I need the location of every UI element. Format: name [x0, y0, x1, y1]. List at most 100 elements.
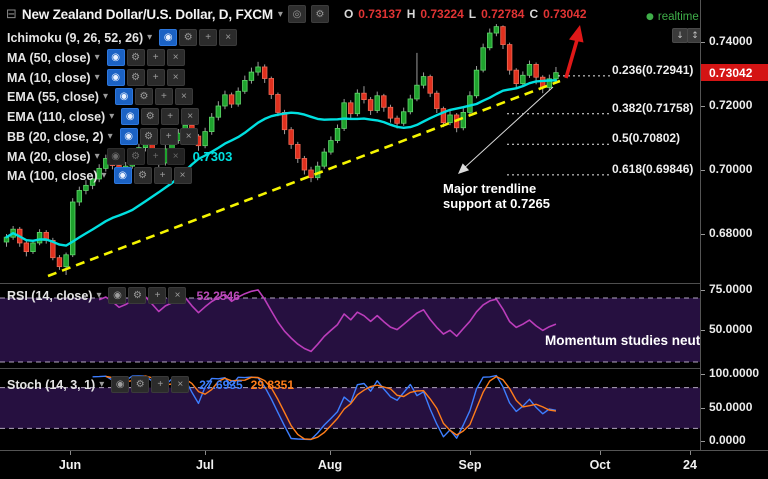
time-axis[interactable]: Jun Jul Aug Sep Oct 24: [0, 450, 768, 479]
trendline-annotation[interactable]: Major trendline support at 0.7265: [443, 181, 550, 211]
chart-settings-button[interactable]: ⚙: [310, 5, 329, 23]
indicator-row-ichimoku: Ichimoku (9, 26, 52, 26) ▾ ◉ ⚙ + ×: [7, 29, 238, 46]
gear-icon[interactable]: ⚙: [179, 29, 198, 46]
axis-tick: [600, 451, 601, 455]
add-icon[interactable]: +: [151, 376, 170, 393]
chevron-down-icon[interactable]: ▾: [277, 8, 283, 20]
axis-tick: [701, 408, 705, 409]
compare-button[interactable]: ◎: [287, 5, 306, 23]
visibility-eye-icon[interactable]: ◉: [106, 49, 125, 66]
indicator-label[interactable]: MA (100, close): [7, 168, 98, 183]
chevron-down-icon[interactable]: ▾: [102, 91, 108, 102]
visibility-eye-icon[interactable]: ◉: [106, 148, 125, 165]
gear-icon[interactable]: ⚙: [139, 128, 158, 145]
chevron-down-icon[interactable]: ▾: [94, 72, 100, 83]
add-icon[interactable]: +: [161, 108, 180, 125]
close-icon[interactable]: ×: [166, 148, 185, 165]
visibility-eye-icon[interactable]: ◉: [119, 128, 138, 145]
add-icon[interactable]: +: [153, 167, 172, 184]
visibility-eye-icon[interactable]: ◉: [113, 167, 132, 184]
price-tick-label: 0.72000: [709, 98, 753, 112]
momentum-annotation[interactable]: Momentum studies neutral: [545, 333, 717, 348]
ohlc-readout: O 0.73137 H 0.73224 L 0.72784 C 0.73042: [344, 7, 587, 21]
axis-tick: [701, 441, 705, 442]
rsi-tick-label: 50.0000: [709, 322, 753, 336]
close-icon[interactable]: ×: [174, 88, 193, 105]
visibility-eye-icon[interactable]: ◉: [106, 69, 125, 86]
chevron-down-icon[interactable]: ▾: [109, 111, 115, 122]
chevron-down-icon[interactable]: ▾: [99, 379, 105, 390]
indicator-row-ema55: EMA (55, close) ▾ ◉ ⚙ + ×: [7, 88, 193, 105]
scroll-down-button[interactable]: ↓: [672, 28, 688, 43]
add-icon[interactable]: +: [154, 88, 173, 105]
indicator-label[interactable]: EMA (55, close): [7, 89, 99, 104]
close-icon[interactable]: ×: [179, 128, 198, 145]
visibility-eye-icon[interactable]: ◉: [121, 108, 140, 125]
visibility-eye-icon[interactable]: ◉: [159, 29, 178, 46]
add-icon[interactable]: +: [146, 148, 165, 165]
indicator-label[interactable]: MA (20, close): [7, 149, 91, 164]
fib-label-0236[interactable]: 0.236(0.72941): [612, 63, 694, 77]
chevron-down-icon[interactable]: ▾: [147, 32, 153, 43]
axis-tick: [701, 234, 705, 235]
indicator-label[interactable]: Ichimoku (9, 26, 52, 26): [7, 30, 144, 45]
visibility-eye-icon[interactable]: ◉: [114, 88, 133, 105]
collapse-legend-icon[interactable]: ⊟: [6, 6, 17, 22]
close-icon[interactable]: ×: [181, 108, 200, 125]
close-icon[interactable]: ×: [173, 167, 192, 184]
month-label: Jun: [58, 458, 82, 472]
chart-header: ⊟ New Zealand Dollar/U.S. Dollar, D, FXC…: [6, 5, 587, 23]
add-icon[interactable]: +: [146, 69, 165, 86]
indicator-label[interactable]: EMA (110, close): [7, 109, 106, 124]
axis-tick: [701, 42, 705, 43]
gear-icon[interactable]: ⚙: [126, 69, 145, 86]
indicator-row-bb: BB (20, close, 2) ▾ ◉ ⚙ + ×: [7, 128, 198, 145]
add-icon[interactable]: +: [159, 128, 178, 145]
pane-divider[interactable]: [0, 368, 768, 369]
month-label: Jul: [195, 458, 215, 472]
add-icon[interactable]: +: [148, 287, 167, 304]
gear-icon[interactable]: ⚙: [126, 148, 145, 165]
gear-icon[interactable]: ⚙: [131, 376, 150, 393]
add-icon[interactable]: +: [146, 49, 165, 66]
visibility-eye-icon[interactable]: ◉: [111, 376, 130, 393]
indicator-label[interactable]: BB (20, close, 2): [7, 129, 104, 144]
gear-icon[interactable]: ⚙: [133, 167, 152, 184]
close-icon[interactable]: ×: [171, 376, 190, 393]
gear-icon[interactable]: ⚙: [134, 88, 153, 105]
chevron-down-icon[interactable]: ▾: [94, 52, 100, 63]
stoch-label[interactable]: Stoch (14, 3, 1): [7, 377, 96, 392]
stoch-d-value: 29.8351: [250, 377, 295, 392]
low-value: 0.72784: [481, 7, 525, 21]
chevron-down-icon[interactable]: ▾: [101, 170, 107, 181]
close-icon[interactable]: ×: [166, 69, 185, 86]
gear-icon[interactable]: ⚙: [141, 108, 160, 125]
price-tick-label: 0.68000: [709, 226, 753, 240]
indicator-label[interactable]: MA (50, close): [7, 50, 91, 65]
indicator-row-ma20: MA (20, close) ▾ ◉ ⚙ + × 0.7303: [7, 148, 232, 165]
fib-label-0382[interactable]: 0.382(0.71758): [612, 101, 694, 115]
pane-divider[interactable]: [0, 283, 768, 284]
gear-icon[interactable]: ⚙: [126, 49, 145, 66]
fib-label-0618[interactable]: 0.618(0.69846): [612, 162, 694, 176]
indicator-label[interactable]: MA (10, close): [7, 70, 91, 85]
chevron-down-icon[interactable]: ▾: [94, 151, 100, 162]
close-icon[interactable]: ×: [168, 287, 187, 304]
ma20-value: 0.7303: [192, 149, 233, 164]
close-icon[interactable]: ×: [166, 49, 185, 66]
chevron-down-icon[interactable]: ▾: [107, 131, 113, 142]
visibility-eye-icon[interactable]: ◉: [108, 287, 127, 304]
rsi-label[interactable]: RSI (14, close): [7, 288, 93, 303]
stoch-tick-label: 0.0000: [709, 433, 746, 447]
axis-tick: [330, 451, 331, 455]
gear-icon[interactable]: ⚙: [128, 287, 147, 304]
price-axis[interactable]: 0.74000 0.72000 0.70000 0.68000 0.73042 …: [700, 0, 768, 450]
add-icon[interactable]: +: [199, 29, 218, 46]
axis-tick: [701, 170, 705, 171]
close-icon[interactable]: ×: [219, 29, 238, 46]
fib-label-05[interactable]: 0.5(0.70802): [612, 131, 681, 145]
symbol-title[interactable]: New Zealand Dollar/U.S. Dollar, D, FXCM: [21, 6, 273, 22]
stoch-tick-label: 50.0000: [709, 400, 753, 414]
chevron-down-icon[interactable]: ▾: [96, 290, 102, 301]
